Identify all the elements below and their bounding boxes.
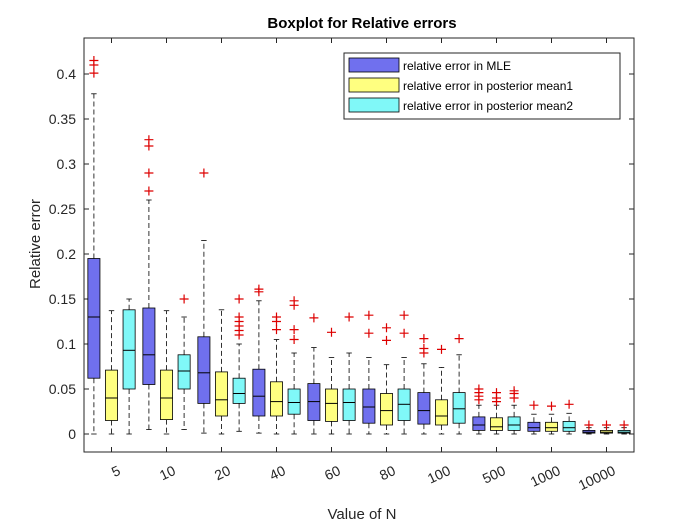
box — [417, 392, 431, 425]
y-axis-label: Relative error — [27, 199, 44, 289]
x-tick-label: 100 — [425, 462, 453, 486]
outlier-marker — [564, 399, 574, 409]
box — [105, 369, 118, 421]
legend-label: relative error in posterior mean1 — [403, 79, 573, 93]
outlier-marker — [437, 344, 446, 354]
y-tick-label: 0.05 — [49, 381, 76, 397]
legend-swatch — [348, 77, 400, 93]
x-tick-label: 1000 — [528, 462, 563, 490]
x-tick-label: 60 — [322, 462, 343, 483]
outlier-marker — [344, 312, 354, 322]
outlier-marker — [272, 325, 281, 335]
outlier-marker — [382, 323, 391, 333]
y-tick-label: 0 — [68, 426, 76, 442]
x-tick-label: 80 — [377, 462, 398, 483]
legend: relative error in MLE relative error in p… — [343, 52, 621, 120]
box — [270, 381, 283, 417]
outlier-marker — [602, 420, 611, 430]
outlier-marker — [399, 310, 409, 320]
box — [507, 416, 521, 431]
outlier-marker — [234, 294, 244, 304]
outlier-marker — [382, 335, 391, 345]
outlier-marker — [619, 420, 629, 430]
box — [527, 421, 541, 432]
box — [160, 369, 173, 421]
outlier-marker — [89, 68, 99, 78]
box — [287, 388, 301, 415]
outlier-marker — [234, 312, 244, 322]
outlier-marker — [144, 168, 154, 178]
outlier-marker — [419, 344, 429, 353]
outlier-marker — [289, 335, 299, 344]
outlier-marker — [419, 334, 429, 344]
outlier-marker — [492, 388, 501, 398]
box — [380, 393, 393, 426]
x-tick-label: 500 — [480, 462, 508, 486]
x-tick-label: 10 — [157, 462, 178, 483]
box — [232, 377, 246, 404]
box — [215, 371, 228, 417]
x-tick-label: 10000 — [576, 462, 618, 493]
box — [562, 420, 576, 432]
y-tick-label: 0.4 — [57, 66, 77, 82]
x-tick-label: 20 — [212, 462, 233, 483]
box — [435, 399, 448, 426]
x-tick-label: 40 — [267, 462, 288, 483]
y-tick-label: 0.1 — [57, 336, 77, 352]
outlier-marker — [529, 400, 539, 410]
box — [545, 421, 558, 432]
x-tick-label: 5 — [109, 462, 123, 480]
outlier-marker — [254, 284, 264, 294]
box — [142, 307, 156, 385]
legend-swatch — [348, 57, 400, 73]
x-axis-label: Value of N — [328, 506, 397, 523]
box — [197, 336, 211, 404]
outlier-marker — [289, 296, 299, 306]
outlier-marker — [364, 328, 374, 338]
box — [342, 388, 356, 421]
box — [472, 416, 486, 431]
outlier-marker — [289, 325, 299, 335]
outlier-marker — [454, 334, 464, 344]
box — [452, 392, 466, 424]
legend-label: relative error in MLE — [403, 59, 511, 73]
box — [177, 354, 191, 390]
outlier-marker — [179, 294, 189, 304]
outlier-marker — [199, 168, 209, 178]
outlier-marker — [144, 135, 154, 145]
box — [325, 388, 338, 422]
box — [252, 368, 266, 417]
outlier-marker — [89, 56, 99, 65]
y-tick-label: 0.2 — [57, 246, 77, 262]
box — [362, 388, 376, 424]
y-tick-label: 0.35 — [49, 111, 76, 127]
box — [87, 258, 101, 379]
outlier-marker — [144, 186, 154, 196]
outlier-marker — [547, 401, 556, 411]
outlier-marker — [327, 327, 336, 337]
outlier-marker — [399, 328, 409, 338]
y-tick-label: 0.3 — [57, 156, 77, 172]
chart-title: Boxplot for Relative errors — [267, 15, 456, 32]
box — [122, 309, 136, 390]
box — [490, 417, 503, 431]
legend-swatch — [348, 97, 400, 113]
legend-label: relative error in posterior mean2 — [403, 99, 573, 113]
outlier-marker — [364, 310, 374, 320]
outlier-marker — [509, 386, 519, 396]
outlier-marker — [584, 420, 594, 430]
outlier-marker — [272, 312, 281, 322]
axes-frame — [83, 37, 635, 453]
y-tick-label: 0.15 — [49, 291, 76, 307]
outlier-marker — [474, 384, 484, 394]
outlier-marker — [309, 313, 319, 323]
y-tick-label: 0.25 — [49, 201, 76, 217]
